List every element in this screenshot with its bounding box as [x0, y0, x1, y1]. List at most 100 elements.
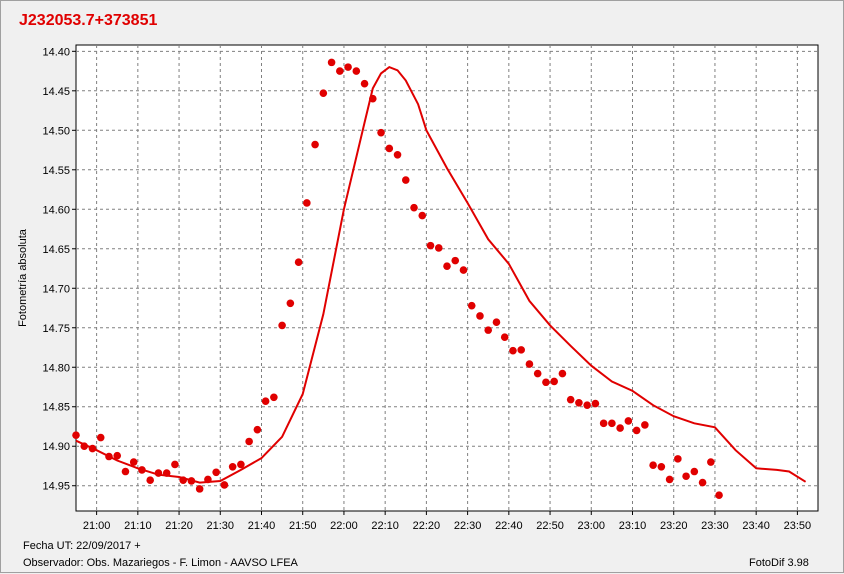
x-tick-label: 21:50	[289, 520, 317, 532]
data-point	[319, 89, 328, 97]
data-point	[344, 63, 352, 71]
trend-line	[75, 65, 807, 484]
data-point	[467, 301, 476, 310]
data-point	[171, 460, 179, 469]
observer-label: Observador: Obs. Mazariegos - F. Limon -…	[23, 557, 299, 569]
data-point	[418, 211, 427, 220]
x-tick-label: 23:30	[701, 520, 729, 532]
y-axis-ticks: 14.40 14.45 14.50 14.55 14.60 14.65 14.70 14.75…	[42, 46, 76, 493]
y-tick-label: 14.45	[42, 86, 70, 98]
data-point	[303, 199, 311, 207]
data-point	[377, 128, 385, 137]
data-point	[674, 455, 682, 463]
y-tick-label: 14.55	[42, 165, 70, 177]
data-point	[385, 144, 394, 153]
y-tick-label: 14.70	[42, 283, 70, 295]
data-point	[657, 462, 666, 471]
x-tick-label: 22:50	[536, 520, 564, 532]
data-point	[72, 431, 80, 439]
data-point	[352, 67, 361, 75]
data-point	[401, 176, 410, 184]
data-point	[542, 378, 550, 387]
data-point	[286, 299, 295, 308]
x-tick-label: 21:00	[83, 520, 111, 532]
x-tick-label: 21:10	[124, 520, 152, 532]
data-point	[179, 476, 187, 484]
x-tick-label: 22:30	[454, 520, 482, 532]
chart-title: J232053.7+373851	[19, 12, 157, 29]
data-point	[80, 442, 89, 451]
data-point	[105, 452, 113, 461]
software-label: FotoDif 3.98	[749, 557, 809, 569]
data-point	[707, 458, 715, 466]
data-point	[443, 262, 451, 270]
data-point	[113, 451, 122, 460]
data-point	[278, 321, 286, 330]
data-point	[336, 67, 344, 75]
data-point	[715, 491, 723, 500]
data-point	[245, 437, 253, 446]
data-point	[682, 472, 690, 481]
data-point	[566, 395, 575, 404]
x-tick-label: 21:20	[165, 520, 193, 532]
data-point	[327, 58, 336, 67]
y-axis-label: Fotometría absoluta	[17, 228, 29, 327]
x-tick-label: 22:20	[413, 520, 441, 532]
y-tick-label: 14.40	[42, 46, 70, 58]
data-point	[311, 140, 319, 149]
data-point	[129, 458, 138, 466]
data-point	[451, 256, 460, 265]
x-tick-label: 22:40	[495, 520, 523, 532]
x-tick-label: 23:00	[578, 520, 606, 532]
data-point	[187, 477, 196, 485]
data-point	[624, 417, 633, 425]
data-point	[261, 397, 270, 406]
data-point	[410, 203, 418, 212]
data-point	[558, 369, 567, 378]
data-point	[96, 433, 105, 442]
data-point	[393, 150, 402, 159]
x-tick-label: 23:10	[619, 520, 647, 532]
data-point	[484, 326, 493, 334]
data-point	[294, 258, 303, 267]
x-axis-ticks: 21:00 21:10 21:20 21:30 21:40 21:50 22:00 22:10…	[83, 511, 811, 532]
data-point	[237, 460, 245, 469]
y-tick-label: 14.75	[42, 323, 70, 335]
grid-lines	[76, 45, 818, 511]
data-point	[616, 424, 624, 432]
data-point	[459, 266, 468, 274]
data-point	[509, 346, 517, 355]
plot-area	[75, 44, 819, 512]
data-point	[550, 377, 558, 386]
data-point	[146, 476, 154, 484]
y-tick-label: 14.90	[42, 441, 70, 453]
y-tick-label: 14.80	[42, 362, 70, 374]
data-point	[253, 425, 262, 434]
data-point	[492, 318, 501, 327]
data-point	[698, 478, 707, 487]
data-point	[525, 360, 534, 368]
data-point	[649, 461, 657, 469]
data-point	[369, 94, 377, 103]
y-tick-label: 14.95	[42, 481, 70, 493]
x-tick-label: 21:30	[207, 520, 235, 532]
x-tick-label: 23:40	[742, 520, 770, 532]
x-tick-label: 23:20	[660, 520, 688, 532]
data-point	[608, 419, 616, 428]
data-point	[270, 393, 278, 402]
y-tick-label: 14.60	[42, 204, 70, 216]
data-point	[599, 419, 608, 428]
data-point	[575, 398, 583, 407]
y-tick-label: 14.50	[42, 125, 70, 137]
x-tick-label: 22:10	[371, 520, 399, 532]
data-point	[426, 241, 435, 250]
data-point	[138, 466, 146, 474]
data-point	[690, 467, 699, 476]
data-point	[665, 475, 674, 484]
data-point	[583, 401, 591, 409]
x-tick-label: 21:40	[248, 520, 276, 532]
x-tick-label: 22:00	[330, 520, 358, 532]
data-point	[434, 244, 443, 252]
